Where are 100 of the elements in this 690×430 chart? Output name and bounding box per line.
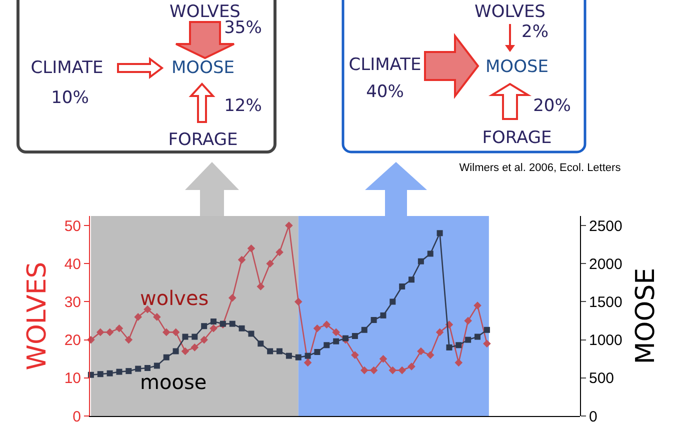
y-tick-label: 0 — [72, 408, 81, 426]
point — [436, 230, 443, 236]
y-tick-label: 40 — [64, 256, 81, 273]
text: CLIMATE — [30, 58, 104, 78]
point — [144, 365, 151, 371]
point — [379, 354, 388, 363]
point — [192, 334, 198, 340]
y2-tick-label: 2500 — [589, 218, 622, 235]
point — [106, 328, 114, 336]
point — [285, 222, 293, 230]
text: 12% — [224, 96, 262, 116]
point — [124, 336, 133, 344]
text: 40% — [366, 82, 404, 102]
text: 10% — [51, 88, 89, 108]
point — [172, 328, 180, 336]
point — [294, 298, 302, 306]
point — [229, 320, 236, 327]
point — [446, 344, 452, 350]
text: 2% — [522, 22, 548, 42]
series-label: moose — [140, 370, 207, 394]
point — [333, 338, 340, 344]
point — [162, 328, 170, 336]
point — [258, 340, 264, 347]
point — [135, 366, 142, 372]
text: WOLVES — [474, 2, 546, 22]
point — [106, 370, 113, 376]
point — [154, 362, 160, 369]
point — [276, 248, 284, 256]
point — [351, 351, 359, 359]
point — [96, 328, 104, 336]
y-tick-label: 50 — [64, 218, 81, 235]
point — [361, 326, 368, 333]
point — [380, 312, 386, 318]
point — [256, 282, 265, 290]
text: Wilmers et al. 2006, Ecol. Letters — [459, 162, 621, 174]
text: 20% — [533, 96, 571, 116]
text: FORAGE — [168, 130, 238, 150]
series-label: wolves — [140, 286, 209, 310]
text: MOOSE — [486, 57, 548, 77]
point — [332, 328, 340, 336]
point — [153, 313, 161, 321]
point — [238, 325, 245, 332]
point — [238, 256, 246, 264]
text: CLIMATE — [348, 55, 422, 75]
point — [427, 250, 434, 257]
y-axis-title: WOLVES — [22, 262, 53, 370]
point — [464, 316, 472, 325]
point — [190, 344, 199, 352]
y-tick-label: 10 — [64, 370, 81, 388]
point — [474, 302, 482, 310]
point — [454, 358, 463, 367]
point — [483, 340, 491, 348]
point — [210, 318, 217, 325]
point — [144, 305, 152, 314]
point — [266, 260, 274, 268]
point — [276, 348, 283, 354]
point — [408, 362, 416, 370]
point — [342, 335, 349, 342]
point — [182, 334, 188, 340]
point — [418, 258, 424, 264]
y2-axis-title: MOOSE — [631, 268, 662, 364]
point — [304, 358, 312, 367]
y-tick-label: 20 — [64, 332, 81, 350]
y2-tick-label: 500 — [589, 370, 614, 388]
y2-tick-label: 2000 — [589, 256, 622, 273]
point — [426, 351, 434, 359]
y2-tick-label: 0 — [589, 408, 598, 426]
point — [200, 336, 208, 344]
point — [247, 244, 256, 252]
point — [228, 294, 236, 302]
point — [134, 313, 142, 321]
point — [116, 368, 122, 375]
point — [314, 349, 320, 355]
point — [388, 366, 397, 374]
y-tick-label: 30 — [64, 294, 81, 311]
point — [399, 283, 406, 290]
point — [267, 348, 274, 354]
point — [304, 352, 311, 359]
point — [360, 366, 368, 374]
point — [172, 348, 179, 354]
point — [181, 347, 190, 356]
y2-tick-label: 1500 — [589, 294, 622, 311]
point — [370, 317, 377, 323]
text: MOOSE — [172, 58, 234, 78]
point — [295, 354, 302, 360]
point — [474, 334, 481, 340]
point — [286, 352, 292, 359]
point — [390, 298, 396, 305]
point — [210, 324, 218, 332]
point — [97, 371, 104, 378]
text: FORAGE — [482, 128, 552, 148]
y2-tick-label: 1000 — [589, 332, 622, 350]
point — [324, 342, 330, 348]
point — [465, 336, 472, 343]
point — [201, 323, 208, 330]
point — [484, 326, 490, 333]
point — [417, 347, 425, 356]
point — [370, 366, 378, 374]
point — [398, 366, 406, 374]
point — [163, 354, 170, 360]
